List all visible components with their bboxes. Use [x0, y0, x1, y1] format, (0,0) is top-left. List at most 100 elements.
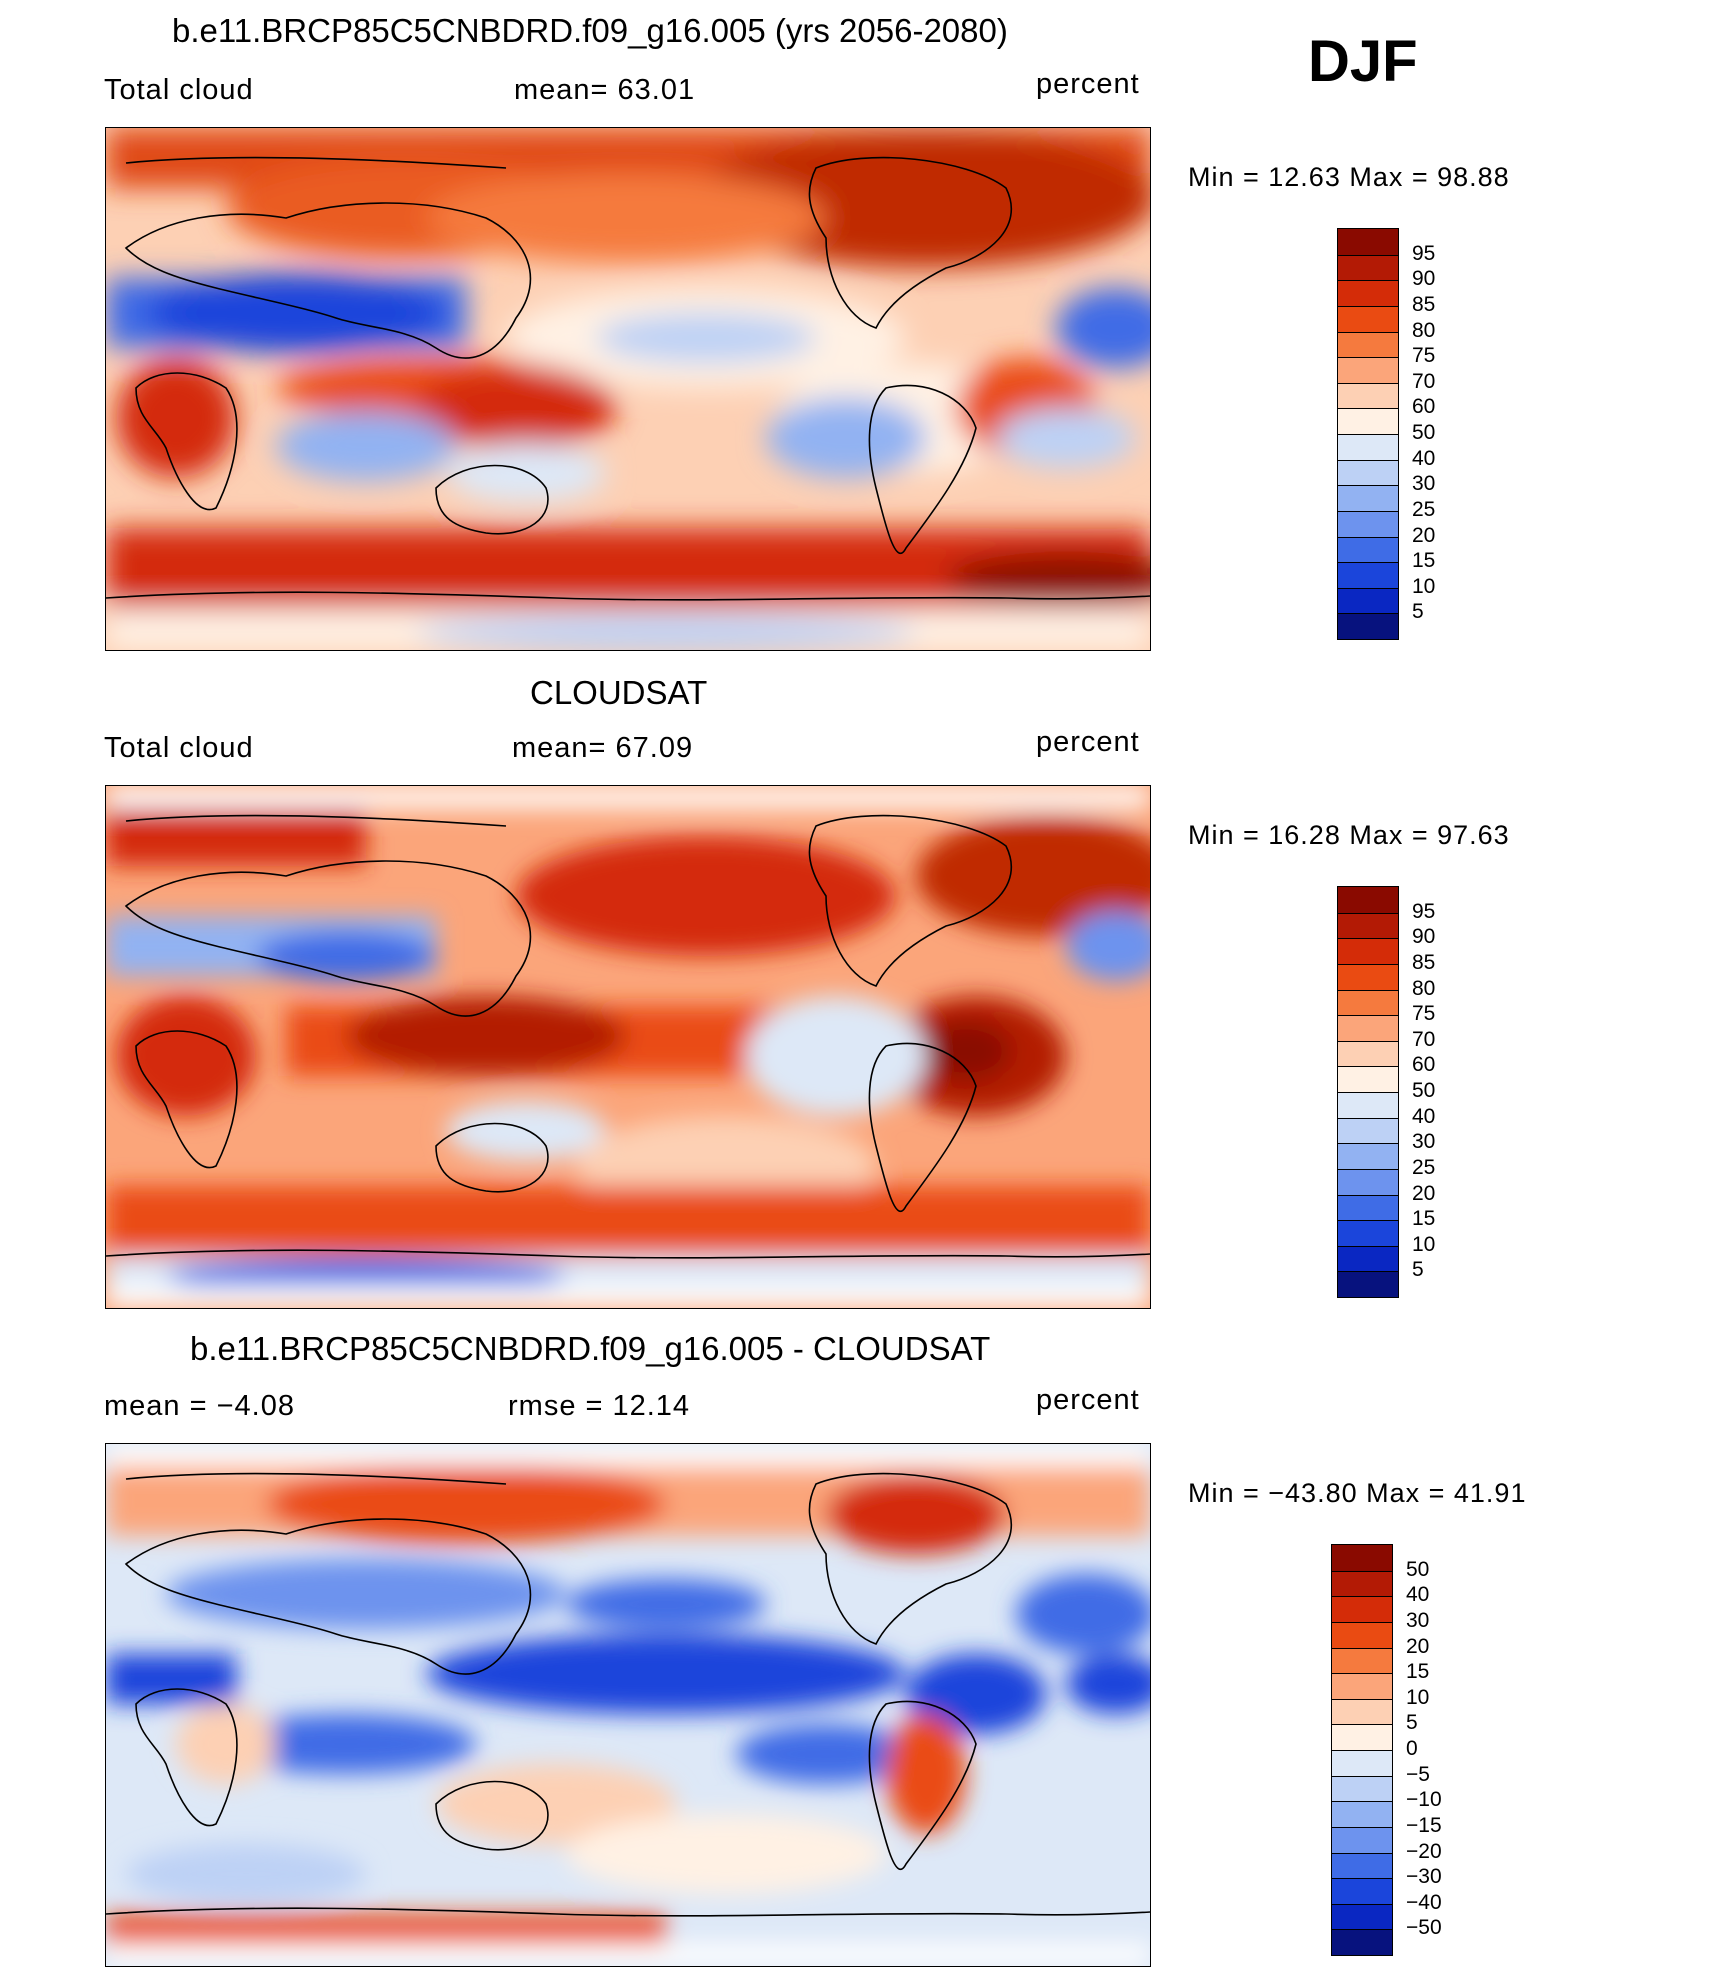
colorbar-label: 5: [1412, 600, 1424, 624]
colorbar-label: 90: [1412, 267, 1436, 291]
panel-diff-mean-label: mean = −4.08: [104, 1390, 295, 1422]
colorbar-label: 30: [1406, 1608, 1430, 1632]
colorbar-swatch: [1332, 1647, 1392, 1674]
colorbar-swatch: [1338, 305, 1398, 332]
colorbar-label: 50: [1412, 421, 1436, 444]
colorbar-swatch: [1332, 1903, 1392, 1930]
colorbar-swatch: [1338, 229, 1398, 255]
colorbar-label: 30: [1412, 472, 1436, 496]
colorbar-label: 60: [1412, 1053, 1436, 1077]
colorbar-swatch: [1332, 1570, 1392, 1597]
colorbar-swatch: [1338, 459, 1398, 486]
colorbar-label: 5: [1406, 1711, 1418, 1735]
colorbar-swatch: [1338, 1066, 1398, 1092]
colorbar-label: −15: [1406, 1813, 1442, 1837]
panel-diff-colorbar: 50 40 30 20 15 10 5 0 −5 −10 −15 −20 −30 −40 −50: [1331, 1544, 1442, 1956]
colorbar-label: 50: [1406, 1557, 1430, 1581]
colorbar-label: 10: [1412, 1232, 1436, 1256]
colorbar-swatch: [1332, 1621, 1392, 1648]
colorbar-swatch: [1338, 887, 1398, 913]
colorbar-swatch: [1332, 1801, 1392, 1827]
colorbar-swatch: [1338, 485, 1398, 511]
panel-model-units: percent: [1036, 68, 1140, 100]
colorbar-swatch: [1338, 1168, 1398, 1195]
colorbar-label: 5: [1412, 1258, 1424, 1282]
colorbar-label: 0: [1406, 1737, 1418, 1760]
colorbar-swatch: [1338, 1015, 1398, 1041]
colorbar-label: 70: [1412, 1027, 1436, 1051]
panel-model-map: [105, 127, 1151, 651]
panel-model-left-label: Total cloud: [104, 74, 254, 106]
colorbar-label: 25: [1412, 1155, 1436, 1179]
colorbar-label: −5: [1406, 1762, 1430, 1786]
colorbar-label: 75: [1412, 344, 1436, 368]
colorbar-label: −10: [1406, 1788, 1442, 1812]
colorbar-swatch: [1332, 1826, 1392, 1853]
colorbar-swatch: [1338, 510, 1398, 537]
panel-model-mean-label: mean= 63.01: [514, 74, 696, 106]
panel-diff-minmax: Min = −43.80 Max = 41.91: [1188, 1478, 1527, 1508]
panel-obs-mean-label: mean= 67.09: [512, 732, 694, 764]
colorbar-swatch: [1332, 1929, 1392, 1955]
panel-model-title: b.e11.BRCP85C5CNBDRD.f09_g16.005 (yrs 20…: [172, 12, 1008, 49]
panel-diff-map: [105, 1443, 1151, 1967]
colorbar-label: −40: [1406, 1890, 1442, 1914]
panel-diff-title: b.e11.BRCP85C5CNBDRD.f09_g16.005 - CLOUD…: [190, 1330, 991, 1367]
colorbar-swatch: [1338, 331, 1398, 358]
colorbar-swatch: [1338, 254, 1398, 281]
colorbar-swatch: [1338, 1271, 1398, 1297]
colorbar-swatch: [1338, 1194, 1398, 1221]
colorbar-swatch: [1332, 1750, 1392, 1776]
colorbar-label: −20: [1406, 1839, 1442, 1863]
model-cloud-field: [106, 128, 1150, 650]
colorbar-swatch: [1338, 587, 1398, 614]
colorbar-swatch: [1338, 1040, 1398, 1067]
colorbar-swatch: [1338, 938, 1398, 964]
colorbar-label: 40: [1412, 1104, 1436, 1128]
colorbar-label: 85: [1412, 292, 1436, 316]
colorbar-label: 25: [1412, 497, 1436, 521]
colorbar-label: 70: [1412, 369, 1436, 393]
season-label: DJF: [1308, 29, 1418, 94]
colorbar-swatch: [1332, 1775, 1392, 1802]
colorbar-swatch: [1338, 357, 1398, 383]
diff-cloud-field: [106, 1444, 1150, 1966]
colorbar-label: 50: [1412, 1079, 1436, 1102]
colorbar-label: 15: [1412, 549, 1436, 573]
colorbar-swatch: [1338, 434, 1398, 460]
obs-cloud-field: [106, 786, 1150, 1308]
colorbar-label: 95: [1412, 899, 1436, 923]
colorbar-swatch: [1332, 1852, 1392, 1879]
panel-diff-rmse-label: rmse = 12.14: [508, 1390, 691, 1422]
panel-obs-minmax: Min = 16.28 Max = 97.63: [1188, 820, 1510, 850]
panel-model-minmax: Min = 12.63 Max = 98.88: [1188, 162, 1510, 192]
colorbar-swatch: [1332, 1878, 1392, 1904]
colorbar-label: 10: [1406, 1685, 1430, 1709]
colorbar-label: 20: [1412, 523, 1436, 547]
colorbar-swatch: [1338, 912, 1398, 939]
colorbar-swatch: [1338, 408, 1398, 434]
panel-obs-map: [105, 785, 1151, 1309]
colorbar-swatch: [1338, 562, 1398, 588]
colorbar-swatch: [1338, 280, 1398, 306]
panel-obs-title: CLOUDSAT: [530, 674, 708, 711]
colorbar-swatch: [1338, 382, 1398, 409]
colorbar-swatch: [1338, 613, 1398, 639]
panel-obs-left-label: Total cloud: [104, 732, 254, 764]
panel-diff-units: percent: [1036, 1384, 1140, 1416]
colorbar-label: 30: [1412, 1130, 1436, 1154]
colorbar-swatch: [1338, 1220, 1398, 1246]
colorbar-swatch: [1338, 963, 1398, 990]
colorbar-swatch: [1332, 1724, 1392, 1750]
colorbar-label: 60: [1412, 395, 1436, 419]
colorbar-swatch: [1332, 1673, 1392, 1699]
colorbar-swatch: [1338, 1117, 1398, 1144]
colorbar-label: 75: [1412, 1002, 1436, 1026]
colorbar-swatch: [1338, 989, 1398, 1016]
colorbar-label: 80: [1412, 976, 1436, 1000]
colorbar-label: 80: [1412, 318, 1436, 342]
colorbar-label: 85: [1412, 950, 1436, 974]
colorbar-swatch: [1338, 1143, 1398, 1169]
colorbar-label: 10: [1412, 574, 1436, 598]
colorbar-label: 20: [1412, 1181, 1436, 1205]
